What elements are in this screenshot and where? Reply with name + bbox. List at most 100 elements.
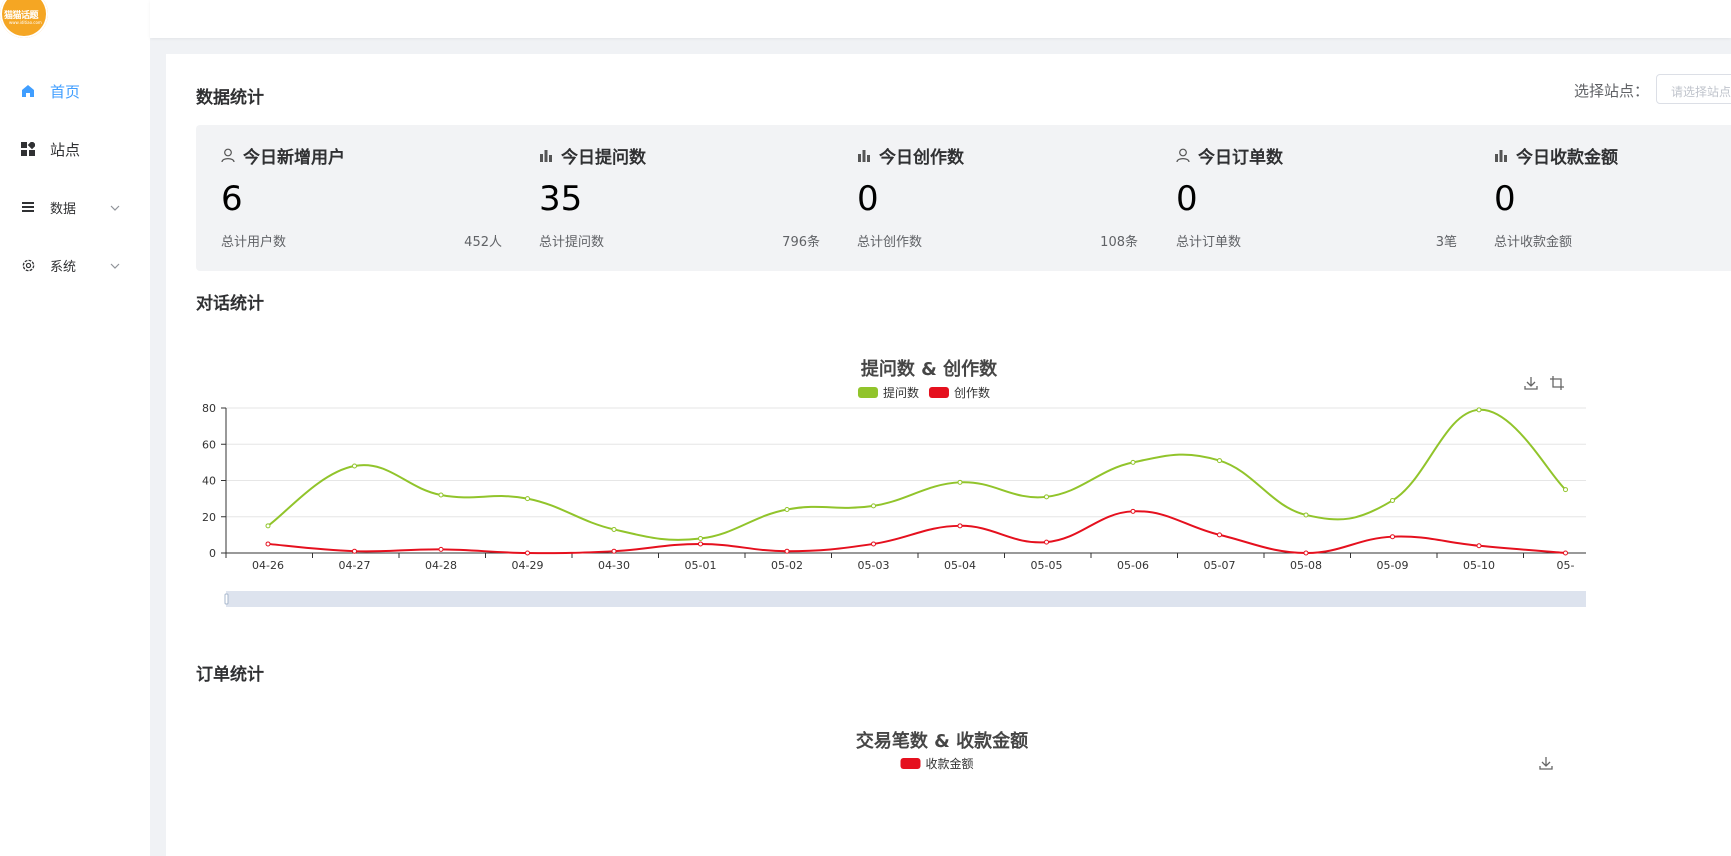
data-point <box>265 523 271 529</box>
stat-card-title: 今日订单数 <box>1198 148 1283 168</box>
bar-chart-icon <box>539 148 555 164</box>
sidebar-item-sites[interactable]: 站点 <box>0 120 150 178</box>
x-tick-label: 04-26 <box>252 559 284 572</box>
sidebar-item-label: 站点 <box>50 140 81 159</box>
sidebar-item-label: 数据 <box>50 201 77 217</box>
main-panel: 数据统计 选择站点： 请选择站点 今日新增用户 6 总计用户数 452人 今日提… <box>166 54 1731 856</box>
datazoom-handle[interactable] <box>224 593 229 605</box>
data-point <box>1563 487 1568 493</box>
chart-legend: 收款金额 <box>900 755 983 772</box>
stat-card-title: 今日提问数 <box>561 148 646 168</box>
datazoom-slider[interactable] <box>226 591 1586 607</box>
data-stats-title: 数据统计 <box>196 88 264 108</box>
data-point <box>1217 532 1222 538</box>
series-line <box>267 408 1567 541</box>
stat-card-value: 0 <box>857 179 879 219</box>
legend-swatch <box>900 758 921 769</box>
stat-card-header: 今日收款金额 <box>1494 143 1618 168</box>
stat-card-creations: 今日创作数 0 总计创作数 108条 <box>832 125 1163 271</box>
chart-title: 交易笔数 & 收款金额 <box>855 731 1029 752</box>
stat-card-title: 今日创作数 <box>879 148 964 168</box>
data-point <box>1044 539 1049 545</box>
data-point <box>352 548 357 554</box>
stat-card-title: 今日收款金额 <box>1516 148 1618 168</box>
x-tick-label: 05- <box>1557 559 1575 572</box>
y-tick-label: 40 <box>202 475 216 488</box>
crop-icon[interactable] <box>1549 375 1567 393</box>
data-point <box>1130 508 1136 514</box>
data-point <box>784 507 790 512</box>
legend-label: 收款金额 <box>925 757 974 771</box>
stat-card-header: 今日创作数 <box>857 143 964 168</box>
site-select-label: 选择站点： <box>1574 82 1650 100</box>
data-point <box>1476 543 1482 549</box>
x-tick-label: 05-06 <box>1117 559 1149 572</box>
logo-subtext: www.iditiao.com <box>9 20 42 25</box>
stat-card-value: 0 <box>1494 179 1516 219</box>
legend-swatch <box>857 387 878 398</box>
stat-card-orders: 今日订单数 0 总计订单数 3笔 <box>1151 125 1482 271</box>
brand-logo[interactable]: 猫猫话题 www.iditiao.com <box>0 0 48 38</box>
chevron-down-icon <box>110 258 120 273</box>
sidebar: 猫猫话题 www.iditiao.com 首页 站点 数据 <box>0 0 150 856</box>
download-icon[interactable] <box>1538 755 1556 773</box>
stat-card-total-label: 总计创作数 <box>857 235 923 250</box>
line-chart: 0 20 40 60 80 04-26 04-27 04-28 04-29 04-30 05-01 0… <box>202 402 1586 607</box>
data-point <box>1044 494 1049 500</box>
y-tick-label: 20 <box>202 511 216 524</box>
sidebar-item-label: 首页 <box>50 82 81 101</box>
stat-card-value: 35 <box>539 179 583 219</box>
stat-card-revenue: 今日收款金额 0 总计收款金额 <box>1469 125 1731 271</box>
legend-label: 创作数 <box>954 386 991 400</box>
data-point <box>871 503 876 509</box>
x-tick-label: 05-04 <box>944 559 976 572</box>
stat-card-total-label: 总计收款金额 <box>1494 235 1573 250</box>
legend-item[interactable]: 收款金额 <box>900 755 974 772</box>
stat-card-header: 今日新增用户 <box>221 143 345 168</box>
x-tick-label: 05-01 <box>685 559 717 572</box>
stat-card-total-label: 总计提问数 <box>539 235 605 250</box>
list-icon <box>20 199 36 215</box>
series-line <box>267 510 1566 555</box>
stat-card-title: 今日新增用户 <box>243 148 345 168</box>
x-tick-label: 04-27 <box>339 559 371 572</box>
stat-card-total-value: 3笔 <box>1435 235 1457 250</box>
x-tick-label: 05-07 <box>1204 559 1236 572</box>
sidebar-item-data[interactable]: 数据 <box>0 178 150 236</box>
legend-swatch <box>929 387 949 398</box>
site-select[interactable]: 请选择站点 <box>1656 74 1731 104</box>
data-point <box>352 463 357 469</box>
legend-item[interactable]: 创作数 <box>929 384 990 401</box>
x-tick-label: 05-03 <box>858 559 890 572</box>
stat-card-total-label: 总计订单数 <box>1176 235 1242 250</box>
data-point <box>438 546 444 552</box>
bar-chart-icon <box>1494 148 1510 164</box>
data-point <box>871 541 876 547</box>
stat-card-questions: 今日提问数 35 总计提问数 796条 <box>514 125 845 271</box>
stat-card-total-label: 总计用户数 <box>221 235 287 250</box>
top-header <box>150 0 1731 38</box>
data-point <box>1217 458 1222 464</box>
data-point <box>525 550 530 556</box>
data-point <box>698 541 703 547</box>
sidebar-item-home[interactable]: 首页 <box>0 62 150 120</box>
download-icon[interactable] <box>1523 375 1541 393</box>
legend-item[interactable]: 提问数 <box>857 384 919 401</box>
sidebar-menu: 首页 站点 数据 系统 <box>0 62 150 294</box>
data-point <box>957 479 963 485</box>
logo-text: 猫猫话题 <box>4 11 39 21</box>
data-point <box>1303 550 1309 556</box>
stat-card-value: 6 <box>221 179 243 219</box>
user-icon <box>1176 148 1192 164</box>
stat-card-header: 今日订单数 <box>1176 143 1283 168</box>
data-point <box>1303 512 1309 518</box>
x-tick-label: 05-02 <box>771 559 803 572</box>
data-point <box>1563 550 1568 556</box>
sidebar-item-system[interactable]: 系统 <box>0 236 150 294</box>
grid-icon <box>20 141 36 157</box>
data-point <box>438 492 444 498</box>
data-point <box>611 548 617 554</box>
data-point <box>698 536 703 541</box>
home-icon <box>20 83 36 99</box>
stat-card-new-users: 今日新增用户 6 总计用户数 452人 <box>196 125 527 271</box>
